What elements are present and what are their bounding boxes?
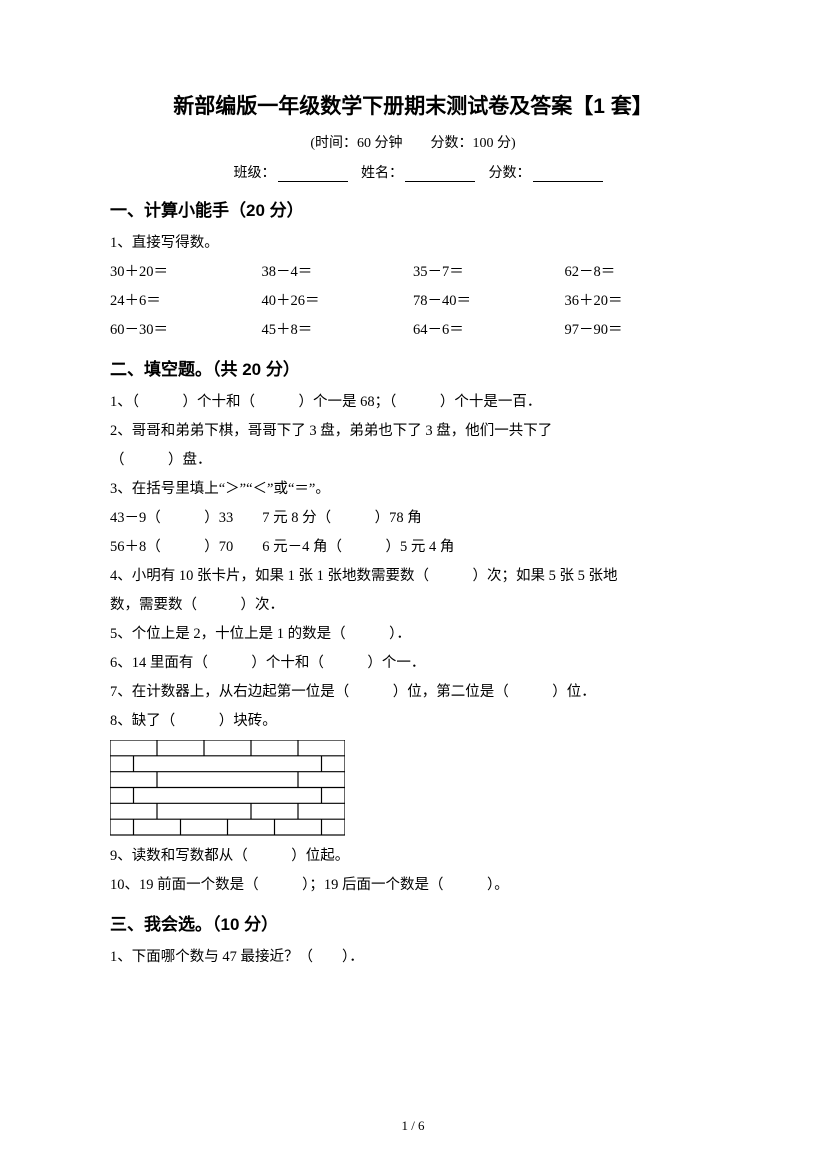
- s2-q10: 10、19 前面一个数是（ ）；19 后面一个数是（ ）。: [110, 871, 716, 900]
- s2-q9: 9、读数和写数都从（ ）位起。: [110, 842, 716, 871]
- s2-q8: 8、缺了（ ）块砖。: [110, 707, 716, 736]
- calc-cell: 62－8＝: [565, 258, 717, 287]
- s3-q1: 1、下面哪个数与 47 最接近？（ ）．: [110, 943, 716, 972]
- section-1-head: 一、计算小能手（20 分）: [110, 196, 716, 221]
- calc-cell: 60－30＝: [110, 316, 262, 345]
- calc-cell: 30＋20＝: [110, 258, 262, 287]
- s2-q4: 4、小明有 10 张卡片，如果 1 张 1 张地数需要数（ ）次；如果 5 张 …: [110, 562, 716, 591]
- s2-q7: 7、在计数器上，从右边起第一位是（ ）位，第二位是（ ）位．: [110, 678, 716, 707]
- meta-line: (时间：60 分钟 分数：100 分): [110, 132, 716, 152]
- section-2-head: 二、填空题。（共 20 分）: [110, 355, 716, 380]
- class-blank: [278, 166, 348, 182]
- calc-cell: 40＋26＝: [262, 287, 414, 316]
- calc-cell: 38－4＝: [262, 258, 414, 287]
- s2-q6: 6、14 里面有（ ）个十和（ ）个一．: [110, 649, 716, 678]
- s2-q3a: 43－9（ ）33 7 元 8 分（ ）78 角: [110, 504, 716, 533]
- calc-cell: 97－90＝: [565, 316, 717, 345]
- calc-cell: 35－7＝: [413, 258, 565, 287]
- calc-cell: 64－6＝: [413, 316, 565, 345]
- calc-cell: 36＋20＝: [565, 287, 717, 316]
- s2-q1: 1、（ ）个十和（ ）个一是 68；（ ）个十是一百．: [110, 388, 716, 417]
- calc-row: 24＋6＝ 40＋26＝ 78－40＝ 36＋20＝: [110, 287, 716, 316]
- class-label: 班级：: [234, 166, 276, 181]
- page-number: 1 / 6: [0, 1118, 826, 1134]
- section-3-head: 三、我会选。（10 分）: [110, 910, 716, 935]
- calc-row: 30＋20＝ 38－4＝ 35－7＝ 62－8＝: [110, 258, 716, 287]
- calc-row: 60－30＝ 45＋8＝ 64－6＝ 97－90＝: [110, 316, 716, 345]
- name-label: 姓名：: [361, 166, 403, 181]
- bricks-diagram: [110, 740, 716, 836]
- s2-q2b: （ ）盘．: [110, 446, 716, 475]
- page-title: 新部编版一年级数学下册期末测试卷及答案【1 套】: [110, 90, 716, 120]
- calc-cell: 78－40＝: [413, 287, 565, 316]
- s2-q5: 5、个位上是 2，十位上是 1 的数是（ ）．: [110, 620, 716, 649]
- calc-cell: 24＋6＝: [110, 287, 262, 316]
- s2-q4b: 数，需要数（ ）次．: [110, 591, 716, 620]
- calc-cell: 45＋8＝: [262, 316, 414, 345]
- name-blank: [405, 166, 475, 182]
- s2-q3: 3、在括号里填上“＞”“＜”或“＝”。: [110, 475, 716, 504]
- score-blank: [533, 166, 603, 182]
- s1-q1: 1、直接写得数。: [110, 229, 716, 258]
- s2-q2: 2、哥哥和弟弟下棋，哥哥下了 3 盘，弟弟也下了 3 盘，他们一共下了: [110, 417, 716, 446]
- score-label: 分数：: [489, 166, 531, 181]
- info-row: 班级： 姓名： 分数：: [110, 162, 716, 182]
- s2-q3b: 56＋8（ ）70 6 元－4 角（ ）5 元 4 角: [110, 533, 716, 562]
